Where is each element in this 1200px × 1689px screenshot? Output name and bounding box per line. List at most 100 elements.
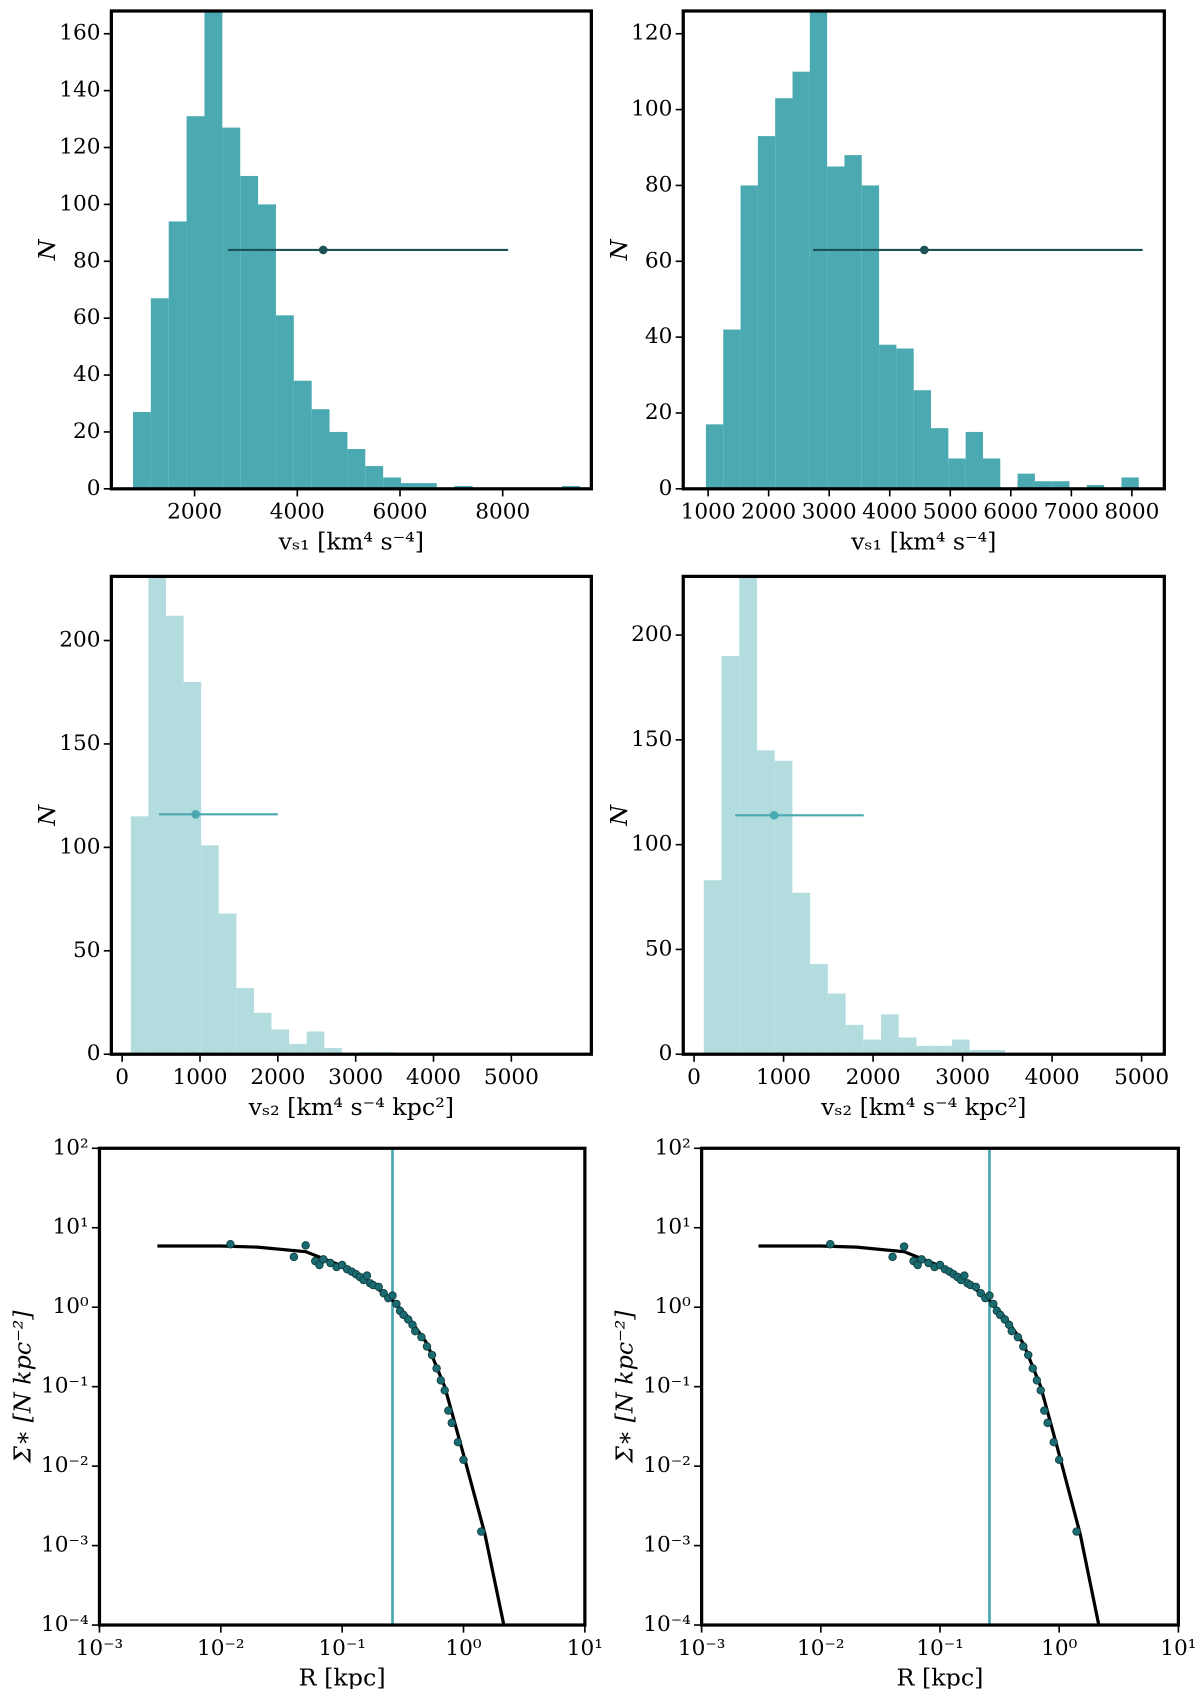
y-tick-label: 10² [655,1135,691,1160]
y-axis-label: Σ∗ [N kpc⁻²] [8,1310,36,1464]
bar [311,409,330,489]
data-point [427,1350,437,1360]
x-tick-label: 2000 [167,500,222,525]
y-tick-label: 60 [73,305,101,330]
data-point [447,1418,456,1428]
bar [792,892,811,1055]
y-tick-label: 10² [52,1135,88,1160]
bar [148,576,166,1055]
bar [293,380,312,489]
y-tick-label: 10⁻³ [41,1533,89,1558]
error-point [769,810,779,820]
bar [775,98,793,489]
data-point [432,1364,441,1373]
plot-frame [109,9,593,491]
y-tick-label: 10⁻² [643,1453,691,1478]
y-tick-label: 160 [59,21,100,46]
y-tick-label: 0 [87,1041,101,1066]
x-axis-label: vₛ₁ [km⁴ s⁻⁴] [278,527,424,555]
data-point [826,1240,835,1249]
data-point [1040,1406,1049,1415]
x-tick-label: 7000 [1044,500,1099,525]
data-point [411,1326,420,1336]
x-tick-label: 4000 [406,1065,461,1090]
x-tick-label: 3000 [802,500,857,525]
bar [1034,481,1053,489]
data-point [1007,1326,1016,1336]
data-point [289,1252,299,1262]
bar [236,988,254,1055]
bar [774,760,793,1055]
data-point [1019,1342,1028,1351]
error-point [191,809,200,819]
x-tick-label: 4000 [1025,1065,1080,1090]
y-tick-label: 80 [645,172,673,197]
data-point [1049,1437,1058,1447]
data-point [1013,1332,1023,1342]
bar [827,166,845,489]
x-tick-label: 5000 [1114,1065,1169,1090]
error-point [919,245,929,255]
x-tick-label: 8000 [1104,500,1159,525]
data-point [985,1291,994,1300]
data-point [392,1299,401,1309]
y-tick-label: 0 [87,476,101,501]
plot-area [157,1148,506,1626]
data-point [326,1258,335,1268]
bar [739,576,757,1055]
data-point [315,1260,324,1270]
y-tick-label: 20 [73,419,101,444]
x-tick-label: 6000 [983,500,1038,525]
plot-frame [97,1146,587,1627]
bar [240,175,259,489]
bar [982,458,1001,489]
data-point [888,1252,897,1262]
bar [881,1014,899,1055]
bar [258,204,276,489]
bar [951,1039,970,1055]
y-tick-label: 100 [631,832,672,857]
y-tick-label: 0 [659,476,673,501]
bar [898,1037,917,1055]
bar [844,155,862,489]
y-axis-label: Σ∗ [N kpc⁻²] [610,1310,638,1464]
bar [845,1024,864,1055]
x-tick-label: 10⁻² [197,1636,245,1661]
bar [186,116,205,489]
data-point [453,1437,463,1447]
bar [324,1048,342,1055]
data-point [1028,1364,1037,1373]
y-tick-label: 10⁻³ [643,1533,691,1558]
bar [756,750,775,1055]
plot-area [703,576,1006,1055]
x-tick-label: 10⁻¹ [916,1636,964,1661]
x-axis-label: vₛ₂ [km⁴ s⁻⁴ kpc²] [820,1093,1026,1121]
y-tick-label: 120 [59,135,100,160]
bar [183,681,202,1055]
panel: 0 1000 2000 3000 4000 5000 0 50 100 150 200 vₛ₂ [km… [33,574,593,1121]
y-tick-label: 200 [59,628,100,653]
bar [218,913,237,1055]
data-point [440,1386,449,1395]
x-tick-label: 1000 [756,1065,811,1090]
data-point [1072,1527,1081,1536]
y-axis-label: N [33,804,61,827]
x-tick-label: 0 [687,1065,701,1090]
x-axis-label: vₛ₂ [km⁴ s⁻⁴ kpc²] [248,1093,454,1121]
data-point [319,1255,328,1264]
bar [289,1043,307,1055]
x-tick-label: 4000 [270,500,325,525]
y-tick-label: 10⁻² [41,1453,89,1478]
x-tick-label: 8000 [475,500,530,525]
x-tick-label: 0 [115,1065,129,1090]
x-axis-label: R [kpc] [897,1664,984,1689]
bar [863,1039,882,1055]
data-point [388,1291,397,1300]
bar [896,348,914,489]
y-tick-label: 10¹ [655,1215,691,1240]
data-point [924,1258,933,1268]
x-tick-label: 10⁰ [1041,1636,1077,1661]
x-tick-label: 10¹ [1160,1636,1196,1661]
y-tick-label: 200 [631,622,672,647]
